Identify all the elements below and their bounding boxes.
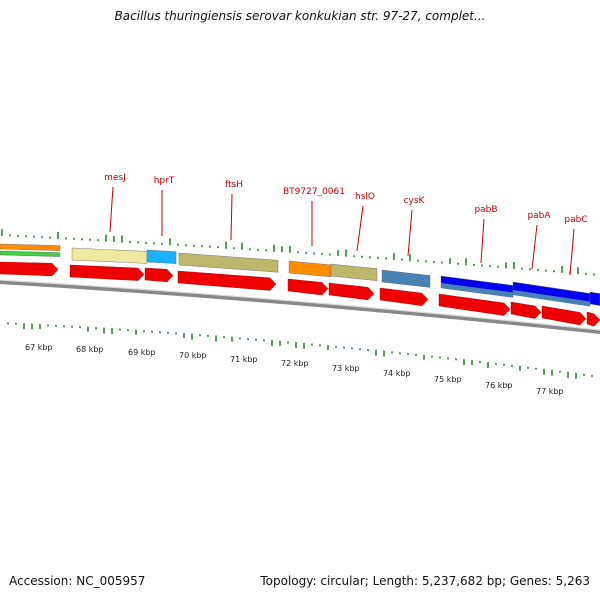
gc-content-ticks-bottom	[7, 322, 593, 379]
gene-label[interactable]: hprT	[154, 176, 175, 186]
gene-label[interactable]: pabA	[527, 211, 551, 221]
topology-summary: Topology: circular; Length: 5,237,682 bp…	[260, 574, 590, 588]
cog-bar[interactable]	[589, 291, 600, 306]
cds-arrow[interactable]	[69, 264, 145, 281]
gene-label-leader	[230, 193, 233, 241]
gene-label-leader	[531, 224, 538, 270]
scale-label: 70 kbp	[179, 351, 207, 360]
scale-label: 69 kbp	[128, 348, 156, 357]
gene-label[interactable]: BT9727_0061	[283, 187, 345, 197]
cds-arrow[interactable]	[586, 311, 600, 327]
scale-label: 77 kbp	[536, 387, 564, 396]
cog-category-bars	[0, 243, 600, 307]
gene-label[interactable]: hslO	[355, 192, 375, 202]
gene-label[interactable]: cysK	[404, 196, 426, 206]
cds-arrow[interactable]	[144, 267, 174, 283]
cds-arrow[interactable]	[438, 293, 511, 316]
cog-bar[interactable]	[381, 269, 431, 288]
gene-label[interactable]: mesJ	[104, 173, 126, 183]
cds-arrow[interactable]	[177, 270, 277, 291]
scale-label: 74 kbp	[383, 369, 411, 378]
scale-label: 67 kbp	[25, 343, 53, 352]
cds-arrows	[0, 261, 600, 327]
cog-bar[interactable]	[146, 249, 177, 264]
accession-text: Accession: NC_005957	[9, 574, 146, 588]
gene-label-leader	[356, 205, 364, 252]
scale-label: 71 kbp	[230, 355, 258, 364]
cds-arrow[interactable]	[541, 305, 587, 326]
gene-label[interactable]: ftsH	[225, 180, 243, 190]
gene-label-leader	[109, 186, 114, 233]
scale-labels: 67 kbp 68 kbp 69 kbp 70 kbp 71 kbp 72 kbp 73 k…	[25, 343, 564, 396]
cds-arrow[interactable]	[287, 278, 329, 296]
gc-skew-ticks-top	[1, 229, 595, 276]
gene-label-leader	[569, 228, 575, 276]
cog-bar-secondary[interactable]	[513, 290, 590, 307]
gene-labels: mesJ hprT ftsH BT9727_0061 hslO cysK pabB pabA p…	[104, 173, 588, 276]
map-title: Bacillus thuringiensis serovar konkukian…	[114, 9, 486, 23]
cds-arrow[interactable]	[0, 261, 59, 277]
cds-arrow[interactable]	[379, 287, 429, 306]
cds-arrow[interactable]	[510, 301, 542, 319]
gene-label[interactable]: pabB	[474, 205, 497, 215]
gene-label-leader	[480, 218, 485, 264]
backbone-ring-highlight	[0, 279, 600, 331]
cog-bar-secondary[interactable]	[441, 283, 513, 298]
scale-label: 75 kbp	[434, 375, 462, 384]
cds-arrow[interactable]	[328, 282, 375, 301]
scale-label: 68 kbp	[76, 345, 104, 354]
scale-label: 73 kbp	[332, 364, 360, 373]
scale-label: 72 kbp	[281, 359, 309, 368]
cog-bar[interactable]	[0, 243, 61, 251]
cog-bar[interactable]	[178, 252, 279, 273]
cog-bar[interactable]	[0, 250, 61, 257]
cog-bar[interactable]	[71, 247, 148, 264]
gene-label-leader	[407, 209, 413, 257]
gene-label[interactable]: pabC	[564, 215, 587, 225]
cog-bar[interactable]	[330, 263, 378, 281]
backbone-ring	[0, 280, 600, 334]
cog-bar[interactable]	[288, 260, 332, 278]
scale-label: 76 kbp	[485, 381, 513, 390]
